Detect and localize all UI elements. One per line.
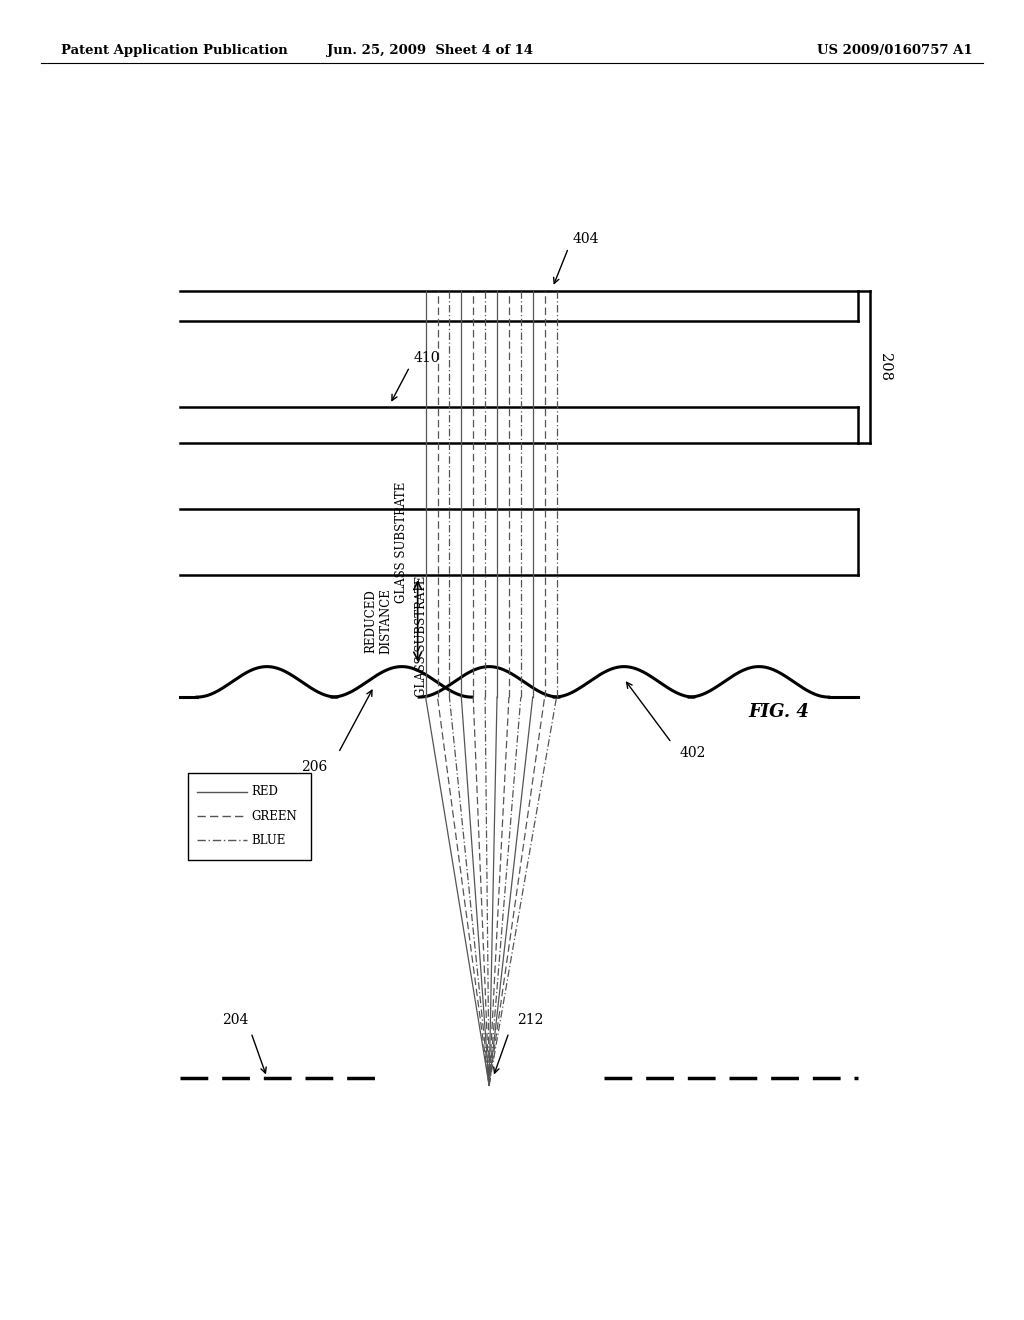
Text: Jun. 25, 2009  Sheet 4 of 14: Jun. 25, 2009 Sheet 4 of 14 xyxy=(327,44,534,57)
Text: BLUE: BLUE xyxy=(251,834,286,847)
Bar xyxy=(187,774,310,859)
Text: Patent Application Publication: Patent Application Publication xyxy=(61,44,288,57)
Text: FIG. 4: FIG. 4 xyxy=(749,704,809,721)
Text: RED: RED xyxy=(251,785,278,799)
Text: 212: 212 xyxy=(517,1014,544,1027)
Text: REDUCED
DISTANCE: REDUCED DISTANCE xyxy=(364,587,392,653)
Text: 204: 204 xyxy=(222,1014,249,1027)
Text: US 2009/0160757 A1: US 2009/0160757 A1 xyxy=(817,44,973,57)
Text: 402: 402 xyxy=(680,746,706,760)
Text: 208: 208 xyxy=(878,352,892,380)
Text: GLASS SUBSTRATE: GLASS SUBSTRATE xyxy=(395,482,409,603)
Text: GREEN: GREEN xyxy=(251,809,297,822)
Text: 410: 410 xyxy=(414,351,440,364)
Text: 404: 404 xyxy=(572,232,599,246)
Text: 206: 206 xyxy=(301,760,328,774)
Text: GLASS SUBSTRATE: GLASS SUBSTRATE xyxy=(415,576,428,697)
